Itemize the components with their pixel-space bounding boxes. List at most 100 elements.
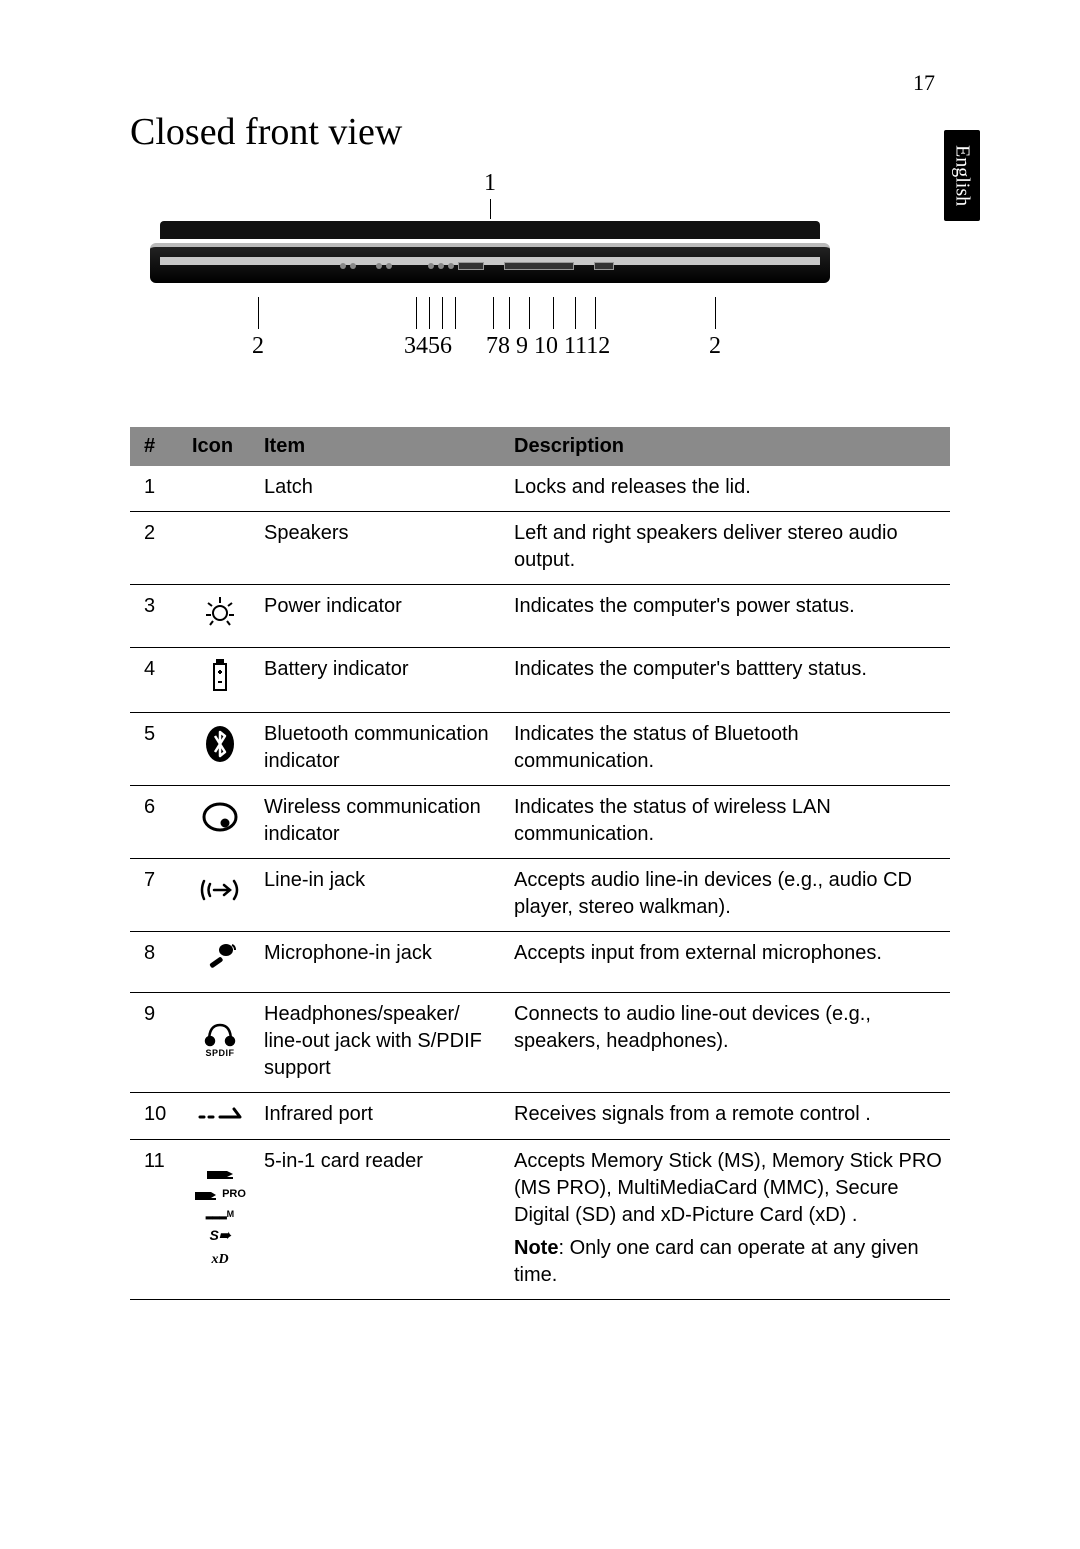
table-row: 3 Powe	[130, 585, 950, 648]
cell-icon: PRO ▂▂▂M S➠ xD	[184, 1140, 256, 1300]
callout-78-12: 78 9 10 1112	[486, 333, 610, 360]
callout-3456: 3456	[404, 333, 452, 360]
spdif-label: SPDIF	[201, 1047, 239, 1059]
callout-line	[715, 297, 716, 329]
table-header-row: # Icon Item Description	[130, 427, 950, 466]
callout-line	[429, 297, 430, 329]
cell-desc: Indicates the computer's power status.	[506, 585, 950, 648]
callout-line	[575, 297, 576, 329]
bluetooth-icon	[203, 724, 237, 764]
cell-num: 6	[130, 786, 184, 859]
cell-icon	[184, 932, 256, 993]
cell-desc: Receives signals from a remote control .	[506, 1093, 950, 1140]
cell-item: Power indicator	[256, 585, 506, 648]
cell-num: 2	[130, 512, 184, 585]
table-row: 7 Line-in jack Accepts audio line-in dev…	[130, 859, 950, 932]
callout-line	[455, 297, 456, 329]
headphones-spdif-icon: SPDIF	[201, 1019, 239, 1059]
callout-1-line	[490, 199, 491, 219]
table-row: 6 Wireless communication indicator Indic…	[130, 786, 950, 859]
desc-text: Accepts Memory Stick (MS), Memory Stick …	[514, 1150, 942, 1226]
cell-icon	[184, 585, 256, 648]
cell-icon	[184, 648, 256, 713]
battery-indicator-icon	[208, 656, 232, 694]
table-row: 5 Bluetooth communication indicator Indi…	[130, 713, 950, 786]
cell-item: Microphone-in jack	[256, 932, 506, 993]
callout-line	[442, 297, 443, 329]
cell-item: Headphones/speaker/ line-out jack with S…	[256, 993, 506, 1093]
cell-icon	[184, 786, 256, 859]
cell-desc: Locks and releases the lid.	[506, 466, 950, 512]
callout-line	[493, 297, 494, 329]
table-row: 9 SPDIF Headphones/speaker/ line-out jac…	[130, 993, 950, 1093]
line-in-icon	[198, 875, 242, 905]
xd-icon: xD	[211, 1251, 228, 1270]
card-reader-icons: PRO ▂▂▂M S➠ xD	[192, 1167, 248, 1270]
cell-desc: Accepts input from external microphones.	[506, 932, 950, 993]
cell-num: 7	[130, 859, 184, 932]
th-icon: Icon	[184, 427, 256, 466]
cell-icon	[184, 1093, 256, 1140]
cell-num: 11	[130, 1140, 184, 1300]
cell-desc: Indicates the computer's batttery status…	[506, 648, 950, 713]
callout-2-right: 2	[709, 333, 721, 360]
cell-icon	[184, 859, 256, 932]
cell-num: 8	[130, 932, 184, 993]
cell-desc: Accepts Memory Stick (MS), Memory Stick …	[506, 1140, 950, 1300]
callout-line	[529, 297, 530, 329]
cell-item: Latch	[256, 466, 506, 512]
cell-num: 4	[130, 648, 184, 713]
laptop-ports	[340, 259, 760, 273]
laptop-illustration	[160, 221, 820, 293]
cell-item: Wireless communication indicator	[256, 786, 506, 859]
cell-desc: Indicates the status of Bluetooth commun…	[506, 713, 950, 786]
spec-table: # Icon Item Description 1 Latch Locks an…	[130, 427, 950, 1300]
note-label: Note	[514, 1237, 558, 1259]
cell-desc: Indicates the status of wireless LAN com…	[506, 786, 950, 859]
table-row: 10 Infrared port Receives signals from a…	[130, 1093, 950, 1140]
cell-num: 10	[130, 1093, 184, 1140]
th-desc: Description	[506, 427, 950, 466]
callout-line	[595, 297, 596, 329]
cell-num: 9	[130, 993, 184, 1093]
section-heading: Closed front view	[130, 110, 950, 154]
callout-1: 1	[160, 170, 820, 219]
table-row: 8 Microphone-in jack Accepts input from …	[130, 932, 950, 993]
note-line: Note: Only one card can operate at any g…	[514, 1235, 942, 1289]
pro-label: PRO	[222, 1187, 246, 1202]
bottom-callouts: 2 3456 78 9 10 1112 2	[160, 297, 820, 367]
cell-item: Bluetooth communication indicator	[256, 713, 506, 786]
callout-line	[416, 297, 417, 329]
cell-item: Line-in jack	[256, 859, 506, 932]
cell-icon: SPDIF	[184, 993, 256, 1093]
cell-num: 1	[130, 466, 184, 512]
sd-icon: S➠	[209, 1226, 230, 1245]
table-row: 2 Speakers Left and right speakers deliv…	[130, 512, 950, 585]
wireless-icon	[201, 800, 239, 834]
table-row: 4 Battery indicator Indicates the comput…	[130, 648, 950, 713]
th-num: #	[130, 427, 184, 466]
cell-item: Battery indicator	[256, 648, 506, 713]
callout-line	[258, 297, 259, 329]
cell-desc: Connects to audio line-out devices (e.g.…	[506, 993, 950, 1093]
power-indicator-icon	[202, 593, 238, 629]
table-row: 11 PRO ▂▂▂M S➠ x	[130, 1140, 950, 1300]
table-row: 1 Latch Locks and releases the lid.	[130, 466, 950, 512]
cell-num: 3	[130, 585, 184, 648]
microphone-icon	[202, 940, 238, 974]
laptop-lid	[160, 221, 820, 239]
callout-1-label: 1	[484, 170, 496, 196]
infrared-icon	[196, 1101, 244, 1121]
cell-icon	[184, 512, 256, 585]
callout-2-left: 2	[252, 333, 264, 360]
cell-item: Speakers	[256, 512, 506, 585]
cell-icon	[184, 713, 256, 786]
cell-icon	[184, 466, 256, 512]
closed-front-diagram: 1	[160, 170, 820, 367]
cell-num: 5	[130, 713, 184, 786]
mmc-icon: ▂▂▂M	[206, 1208, 234, 1220]
th-item: Item	[256, 427, 506, 466]
cell-desc: Left and right speakers deliver stereo a…	[506, 512, 950, 585]
cell-item: Infrared port	[256, 1093, 506, 1140]
page-number: 17	[913, 70, 935, 96]
